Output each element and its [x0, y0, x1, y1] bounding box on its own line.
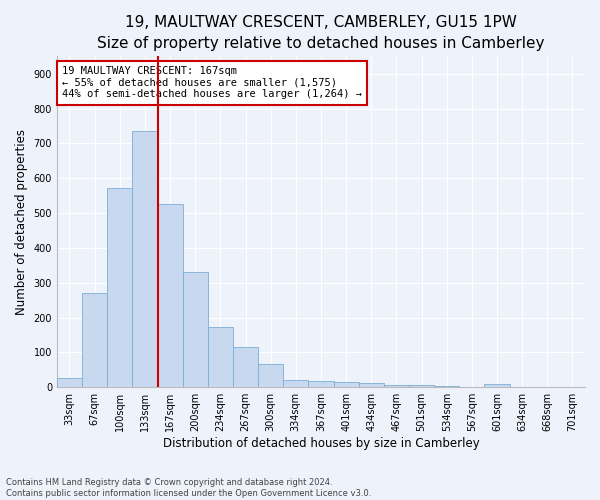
Bar: [82, 293, 107, 387]
Bar: [484, 384, 509, 387]
Bar: [384, 385, 409, 387]
Title: 19, MAULTWAY CRESCENT, CAMBERLEY, GU15 1PW
Size of property relative to detached: 19, MAULTWAY CRESCENT, CAMBERLEY, GU15 1…: [97, 15, 545, 51]
Bar: [308, 382, 334, 387]
Bar: [258, 364, 283, 387]
Bar: [334, 382, 359, 387]
Text: Contains HM Land Registry data © Crown copyright and database right 2024.
Contai: Contains HM Land Registry data © Crown c…: [6, 478, 371, 498]
Y-axis label: Number of detached properties: Number of detached properties: [15, 129, 28, 315]
Bar: [133, 130, 158, 387]
Bar: [283, 380, 308, 387]
Bar: [233, 347, 258, 387]
Bar: [208, 328, 233, 387]
Text: 19 MAULTWAY CRESCENT: 167sqm
← 55% of detached houses are smaller (1,575)
44% of: 19 MAULTWAY CRESCENT: 167sqm ← 55% of de…: [62, 66, 362, 100]
Bar: [182, 272, 208, 387]
Bar: [359, 383, 384, 387]
Bar: [409, 386, 434, 387]
Bar: [158, 204, 182, 387]
Bar: [434, 386, 459, 387]
Bar: [107, 188, 133, 387]
Bar: [57, 378, 82, 387]
X-axis label: Distribution of detached houses by size in Camberley: Distribution of detached houses by size …: [163, 437, 479, 450]
